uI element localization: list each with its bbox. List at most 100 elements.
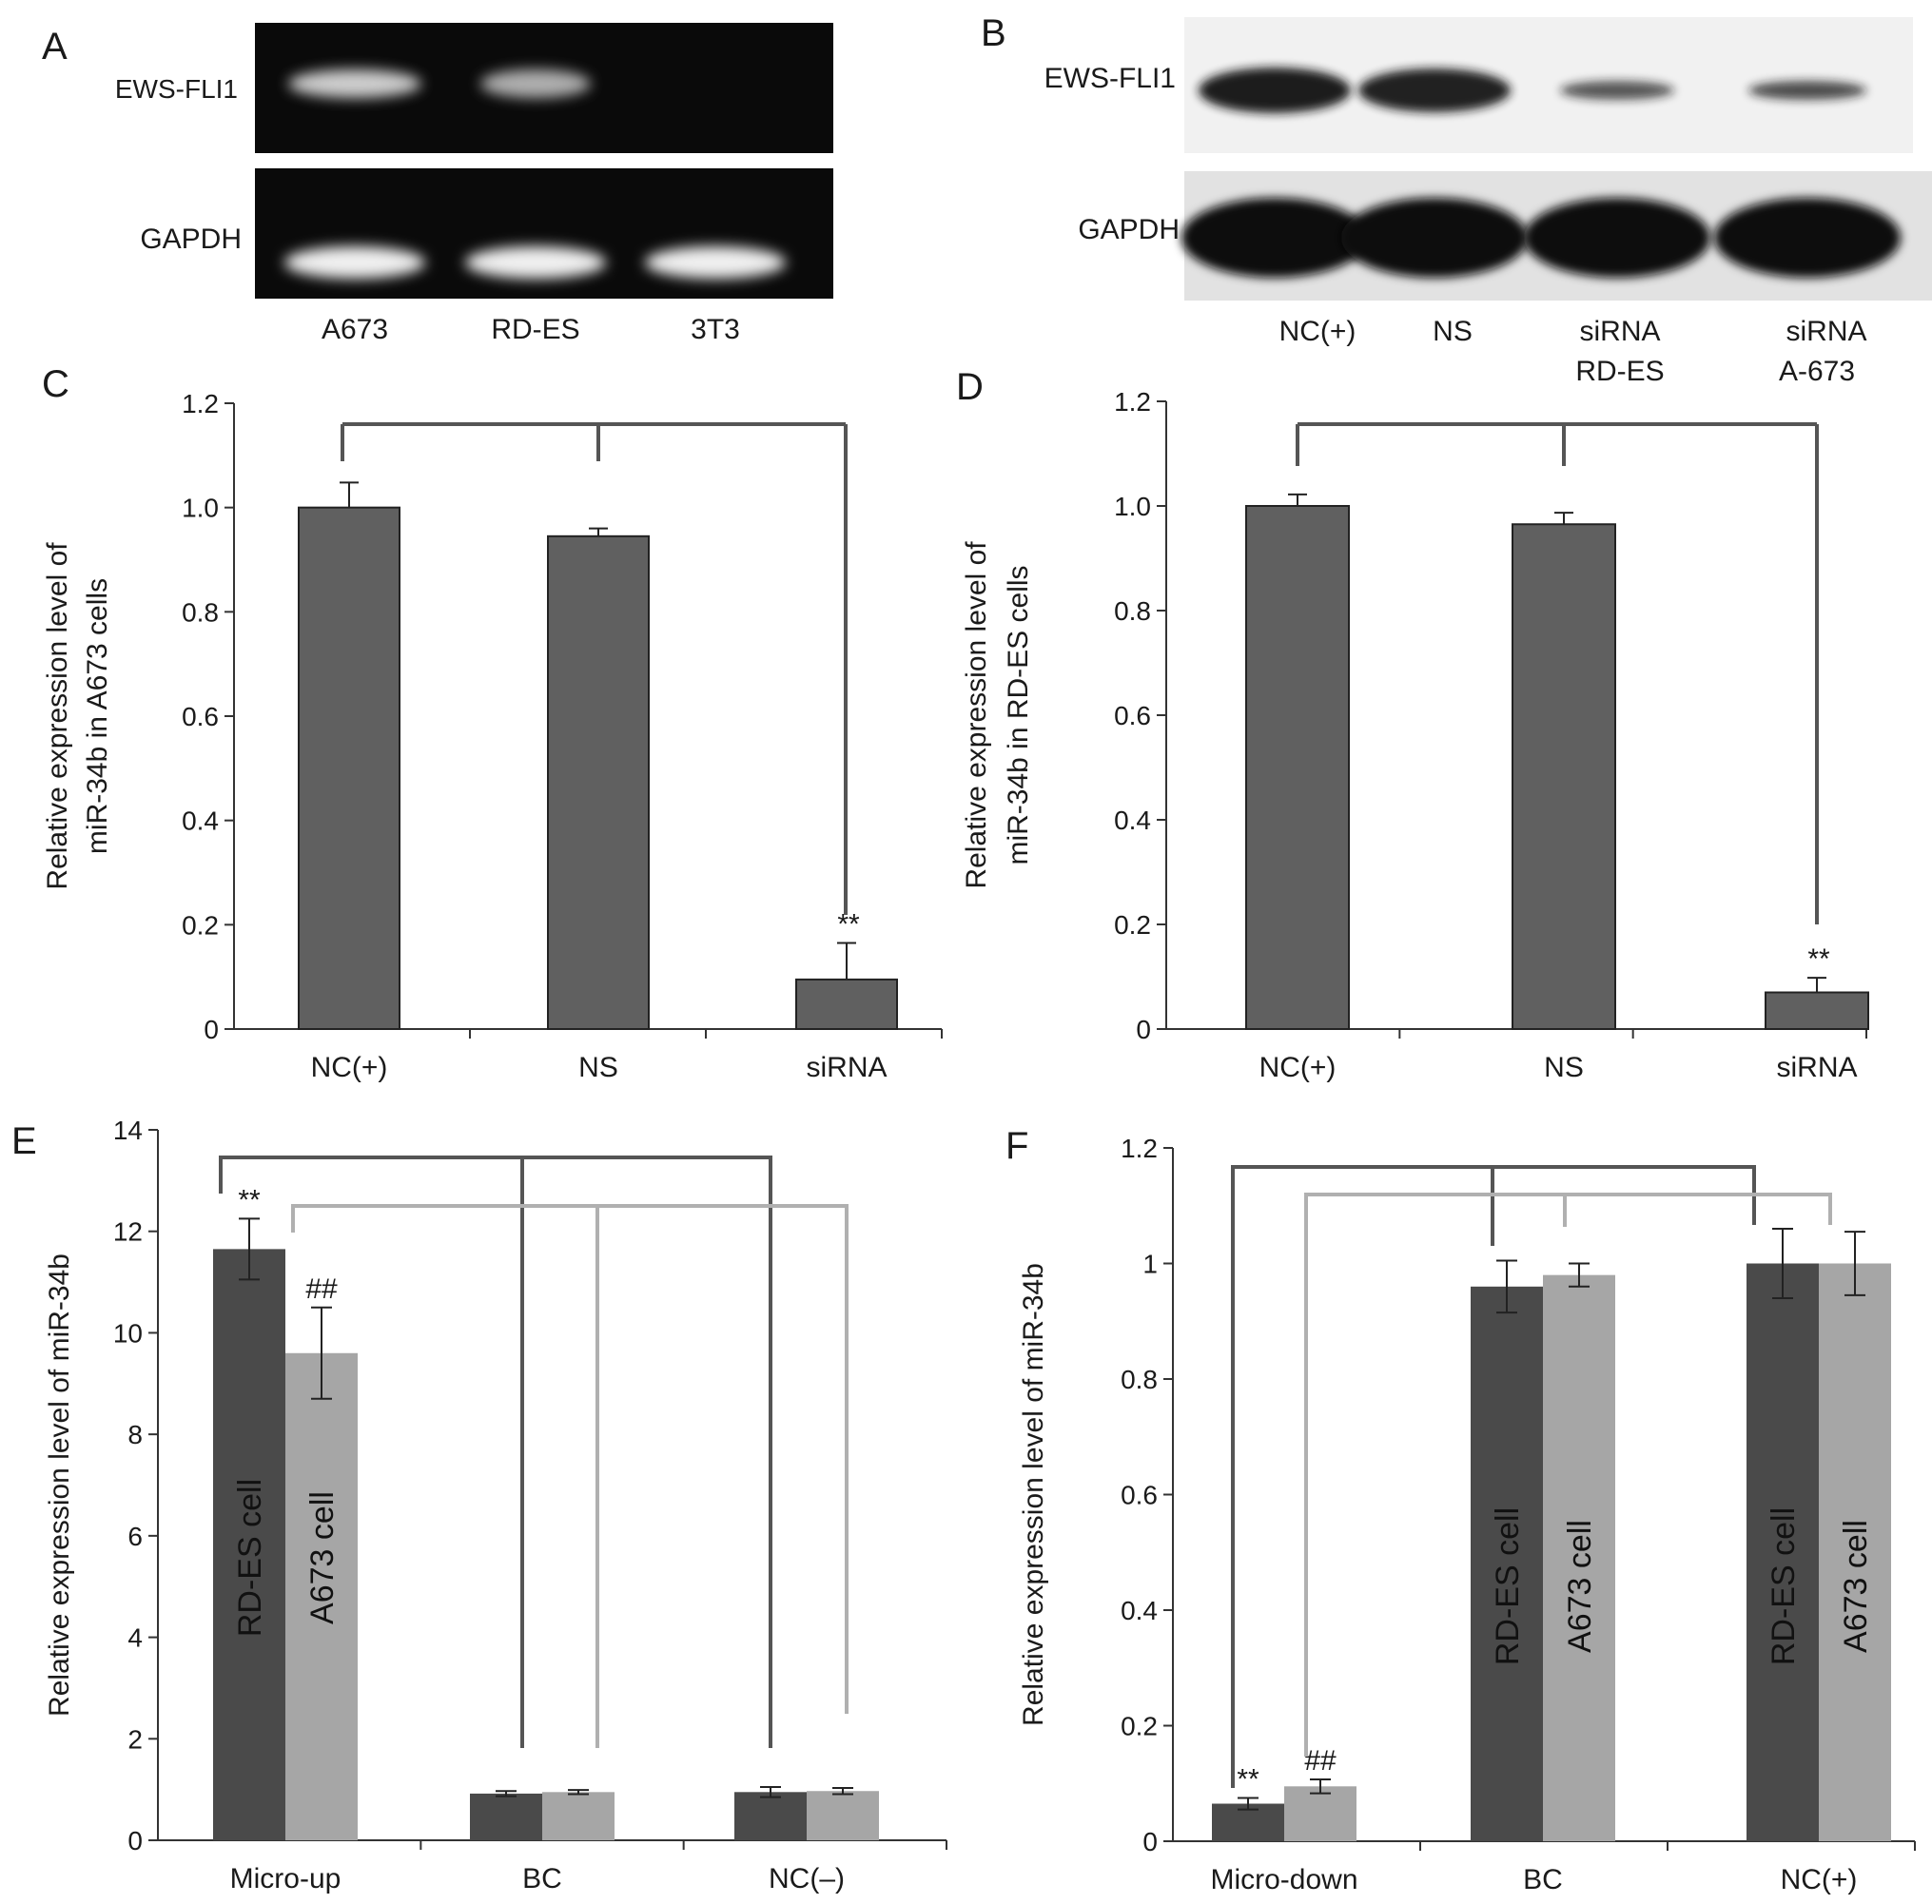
- blot-band-gapdh: [1341, 198, 1528, 278]
- series-label: A673 cell: [1838, 1520, 1874, 1653]
- y-tick-label: 0.8: [182, 597, 219, 627]
- bar-a673: [1819, 1263, 1891, 1841]
- lane-label: A673: [322, 314, 388, 345]
- gel-band-gapdh: [645, 246, 786, 279]
- chart-panel-C: C 0 0.2 0.4 0.6 0.8 1.0 1.2 NC(+) NS siRNA Relative…: [42, 363, 943, 1083]
- bar-a673: [1284, 1786, 1356, 1841]
- significance-mark: ##: [1304, 1745, 1337, 1777]
- y-tick-label: 1: [1142, 1250, 1158, 1279]
- y-axis-label: Relative expression level of: [961, 541, 992, 889]
- bar-a673: [1543, 1274, 1615, 1841]
- y-tick-label: 14: [113, 1116, 143, 1145]
- bar-rd-es: [1747, 1263, 1819, 1841]
- chart-panel-E: E 0 2 4 6 8 10 12 14 Micro-up BC NC(–) Relative expr…: [11, 1116, 947, 1894]
- blot-band-ews-fli1: [1199, 68, 1351, 113]
- y-tick-label: 0: [1136, 1015, 1151, 1044]
- gel-band-gapdh: [465, 246, 606, 279]
- panel-label-A: A: [42, 26, 68, 68]
- x-tick-label: Micro-up: [230, 1863, 342, 1894]
- significance-mark: **: [1807, 943, 1830, 975]
- x-tick-label: NS: [578, 1052, 618, 1083]
- gel-band-ews-fli1: [480, 69, 591, 98]
- x-tick-label: siRNA: [806, 1052, 887, 1083]
- y-tick-label: 1.2: [182, 389, 219, 418]
- x-tick-label: NC(+): [311, 1052, 388, 1083]
- series-label: RD-ES cell: [232, 1479, 268, 1637]
- y-tick-label: 2: [127, 1724, 143, 1754]
- bar-a673: [542, 1792, 615, 1840]
- y-tick-label: 6: [127, 1522, 143, 1551]
- band-label-gapdh: GAPDH: [140, 223, 242, 255]
- y-tick-label: 0.8: [1114, 596, 1151, 626]
- y-tick-label: 0.4: [1114, 806, 1151, 835]
- lane-label: A-673: [1779, 356, 1855, 387]
- y-tick-label: 1.0: [182, 494, 219, 523]
- lane-label: RD-ES: [491, 314, 579, 345]
- x-tick-label: Micro-down: [1210, 1864, 1357, 1895]
- series-label: RD-ES cell: [1766, 1507, 1802, 1665]
- bar-rd-es: [470, 1793, 542, 1840]
- x-tick-label: NC(+): [1781, 1864, 1858, 1895]
- y-axis-label: Relative expression level of miR-34b: [44, 1253, 75, 1717]
- y-tick-label: 0.2: [182, 910, 219, 940]
- y-tick-label: 0.8: [1121, 1365, 1158, 1394]
- band-label-ews-fli1: EWS-FLI1: [1044, 63, 1176, 94]
- series-label: A673 cell: [304, 1491, 341, 1624]
- significance-mark: ##: [305, 1273, 338, 1305]
- gel-panel-A: EWS-FLI1 GAPDH A673 RD-ES 3T3: [115, 23, 833, 345]
- y-axis-label: miR-34b in A673 cells: [82, 578, 113, 854]
- y-tick-label: 0: [204, 1015, 219, 1044]
- significance-mark: **: [837, 909, 860, 941]
- band-label-gapdh: GAPDH: [1078, 214, 1180, 245]
- bar-rd-es: [213, 1249, 285, 1840]
- x-tick-label: BC: [1523, 1864, 1563, 1895]
- y-tick-label: 10: [113, 1318, 143, 1348]
- bar: [547, 534, 650, 1030]
- panel-label-C: C: [42, 363, 69, 405]
- bar-a673: [807, 1791, 879, 1840]
- y-tick-label: 0: [1142, 1827, 1158, 1856]
- panel-label-E: E: [11, 1120, 37, 1162]
- series-label: RD-ES cell: [1490, 1507, 1526, 1665]
- y-tick-label: 12: [113, 1217, 143, 1247]
- panel-label-D: D: [956, 366, 984, 408]
- series-label: A673 cell: [1562, 1520, 1598, 1653]
- bar: [298, 506, 400, 1030]
- bar-rd-es: [734, 1792, 807, 1840]
- lane-label: NS: [1433, 316, 1473, 347]
- lane-label: RD-ES: [1575, 356, 1664, 387]
- y-tick-label: 0.6: [1121, 1481, 1158, 1510]
- blot-band-gapdh: [1524, 198, 1710, 278]
- bar: [795, 978, 898, 1030]
- comparison-bracket-rd-es: [219, 1156, 772, 1748]
- blot-band-ews-fli1: [1560, 81, 1674, 100]
- x-tick-label: siRNA: [1776, 1052, 1857, 1083]
- y-axis-label: miR-34b in RD-ES cells: [1003, 565, 1034, 865]
- y-tick-label: 1.0: [1114, 492, 1151, 521]
- bar-a673: [285, 1352, 358, 1840]
- y-tick-label: 0.6: [1114, 701, 1151, 730]
- y-tick-label: 0.6: [182, 702, 219, 731]
- gel-band-ews-fli1: [288, 69, 421, 98]
- x-tick-label: BC: [522, 1863, 562, 1894]
- x-tick-label: NC(+): [1259, 1052, 1337, 1083]
- panel-label-F: F: [1005, 1125, 1028, 1167]
- y-axis-label: Relative expression level of: [42, 542, 73, 890]
- bar: [1512, 523, 1616, 1030]
- bar: [1765, 991, 1869, 1030]
- lane-label: 3T3: [691, 314, 740, 345]
- blot-band-gapdh: [1714, 198, 1901, 278]
- chart-panel-D: D 0 0.2 0.4 0.6 0.8 1.0 1.2 NC(+) NS siRNA Relative…: [956, 366, 1869, 1083]
- x-tick-label: NC(–): [769, 1863, 845, 1894]
- significance-mark: **: [238, 1184, 261, 1215]
- blot-band-gapdh: [1181, 198, 1368, 278]
- x-tick-label: NS: [1544, 1052, 1584, 1083]
- gel-strip-gapdh: [255, 168, 833, 299]
- blot-band-ews-fli1: [1358, 68, 1511, 112]
- y-tick-label: 0.2: [1121, 1712, 1158, 1741]
- y-tick-label: 8: [127, 1420, 143, 1449]
- comparison-bracket-a673: [1304, 1193, 1832, 1757]
- comparison-bracket-a673: [291, 1204, 849, 1714]
- band-label-ews-fli1: EWS-FLI1: [115, 74, 238, 104]
